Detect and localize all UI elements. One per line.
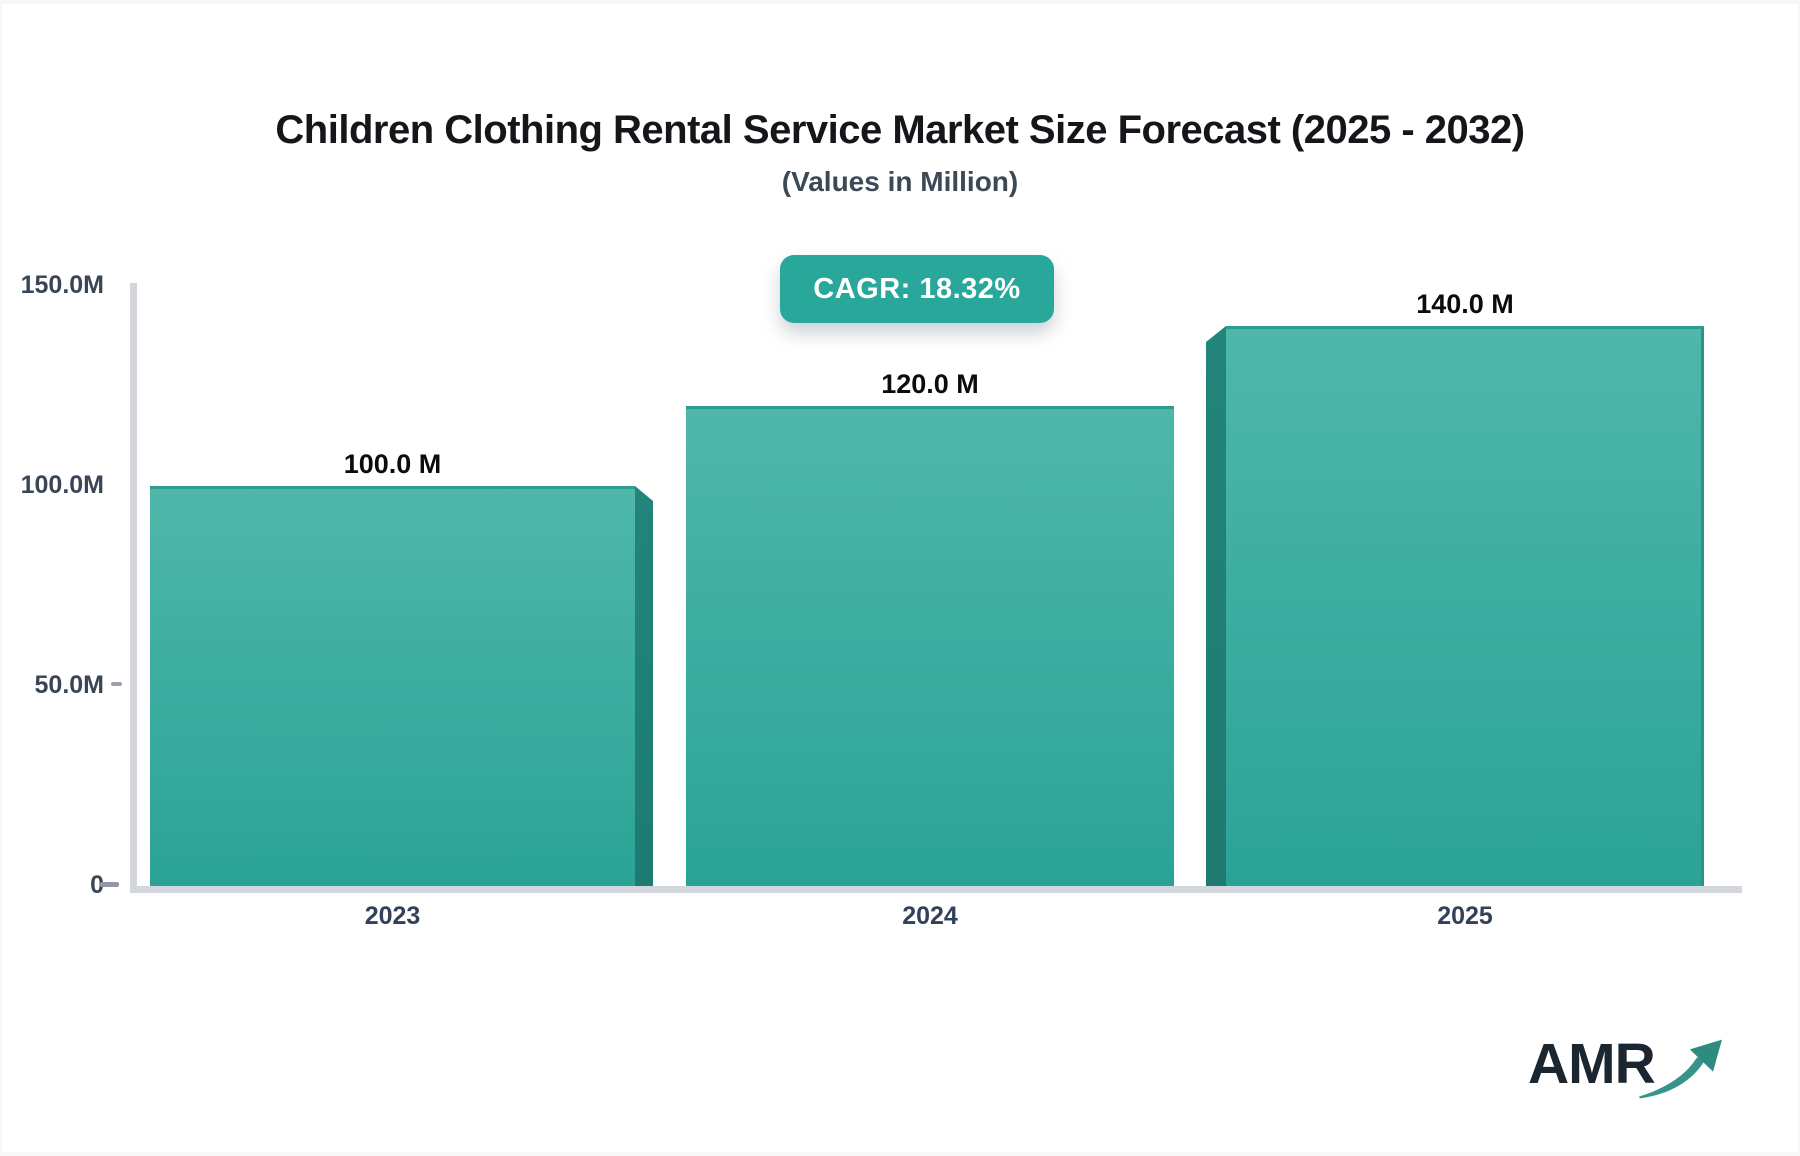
cagr-badge: CAGR: 18.32% <box>780 255 1054 323</box>
bar-2025-3d-side <box>1206 326 1226 886</box>
y-tick-label-50: 50.0M <box>34 671 104 699</box>
page-edge-top <box>0 0 1800 4</box>
bar-2025[interactable] <box>1226 326 1704 886</box>
y-tick-mark-0 <box>100 882 119 887</box>
page-edge-left <box>0 0 2 1156</box>
bar-value-label: 100.0 M <box>343 449 442 479</box>
growth-arrow-icon <box>1638 1039 1722 1099</box>
bar-value-label: 140.0 M <box>1416 289 1514 319</box>
bar-2023[interactable] <box>150 486 635 886</box>
y-tick-label-150: 150.0M <box>20 271 104 299</box>
page-edge-right <box>1798 0 1800 1156</box>
y-tick-label-0: 0 <box>90 871 104 899</box>
x-axis-line <box>130 886 1742 893</box>
x-axis-label-2025: 2025 <box>1437 902 1493 930</box>
page-edge-bottom <box>0 1152 1800 1156</box>
amr-logo-text: AMR <box>1528 1032 1656 1096</box>
y-tick-label-100: 100.0M <box>20 471 104 499</box>
y-axis-line <box>130 283 137 891</box>
chart-title: Children Clothing Rental Service Market … <box>275 108 1525 152</box>
x-axis-label-2024: 2024 <box>902 902 958 930</box>
x-axis-label-2023: 2023 <box>364 902 421 930</box>
bar-2023-3d-side <box>635 486 653 886</box>
y-tick-mark-50 <box>111 682 122 686</box>
bar-value-label: 120.0 M <box>881 369 979 399</box>
chart-subtitle: (Values in Million) <box>781 166 1019 197</box>
amr-logo: AMR <box>1528 1034 1728 1114</box>
bar-2024[interactable] <box>686 406 1174 886</box>
